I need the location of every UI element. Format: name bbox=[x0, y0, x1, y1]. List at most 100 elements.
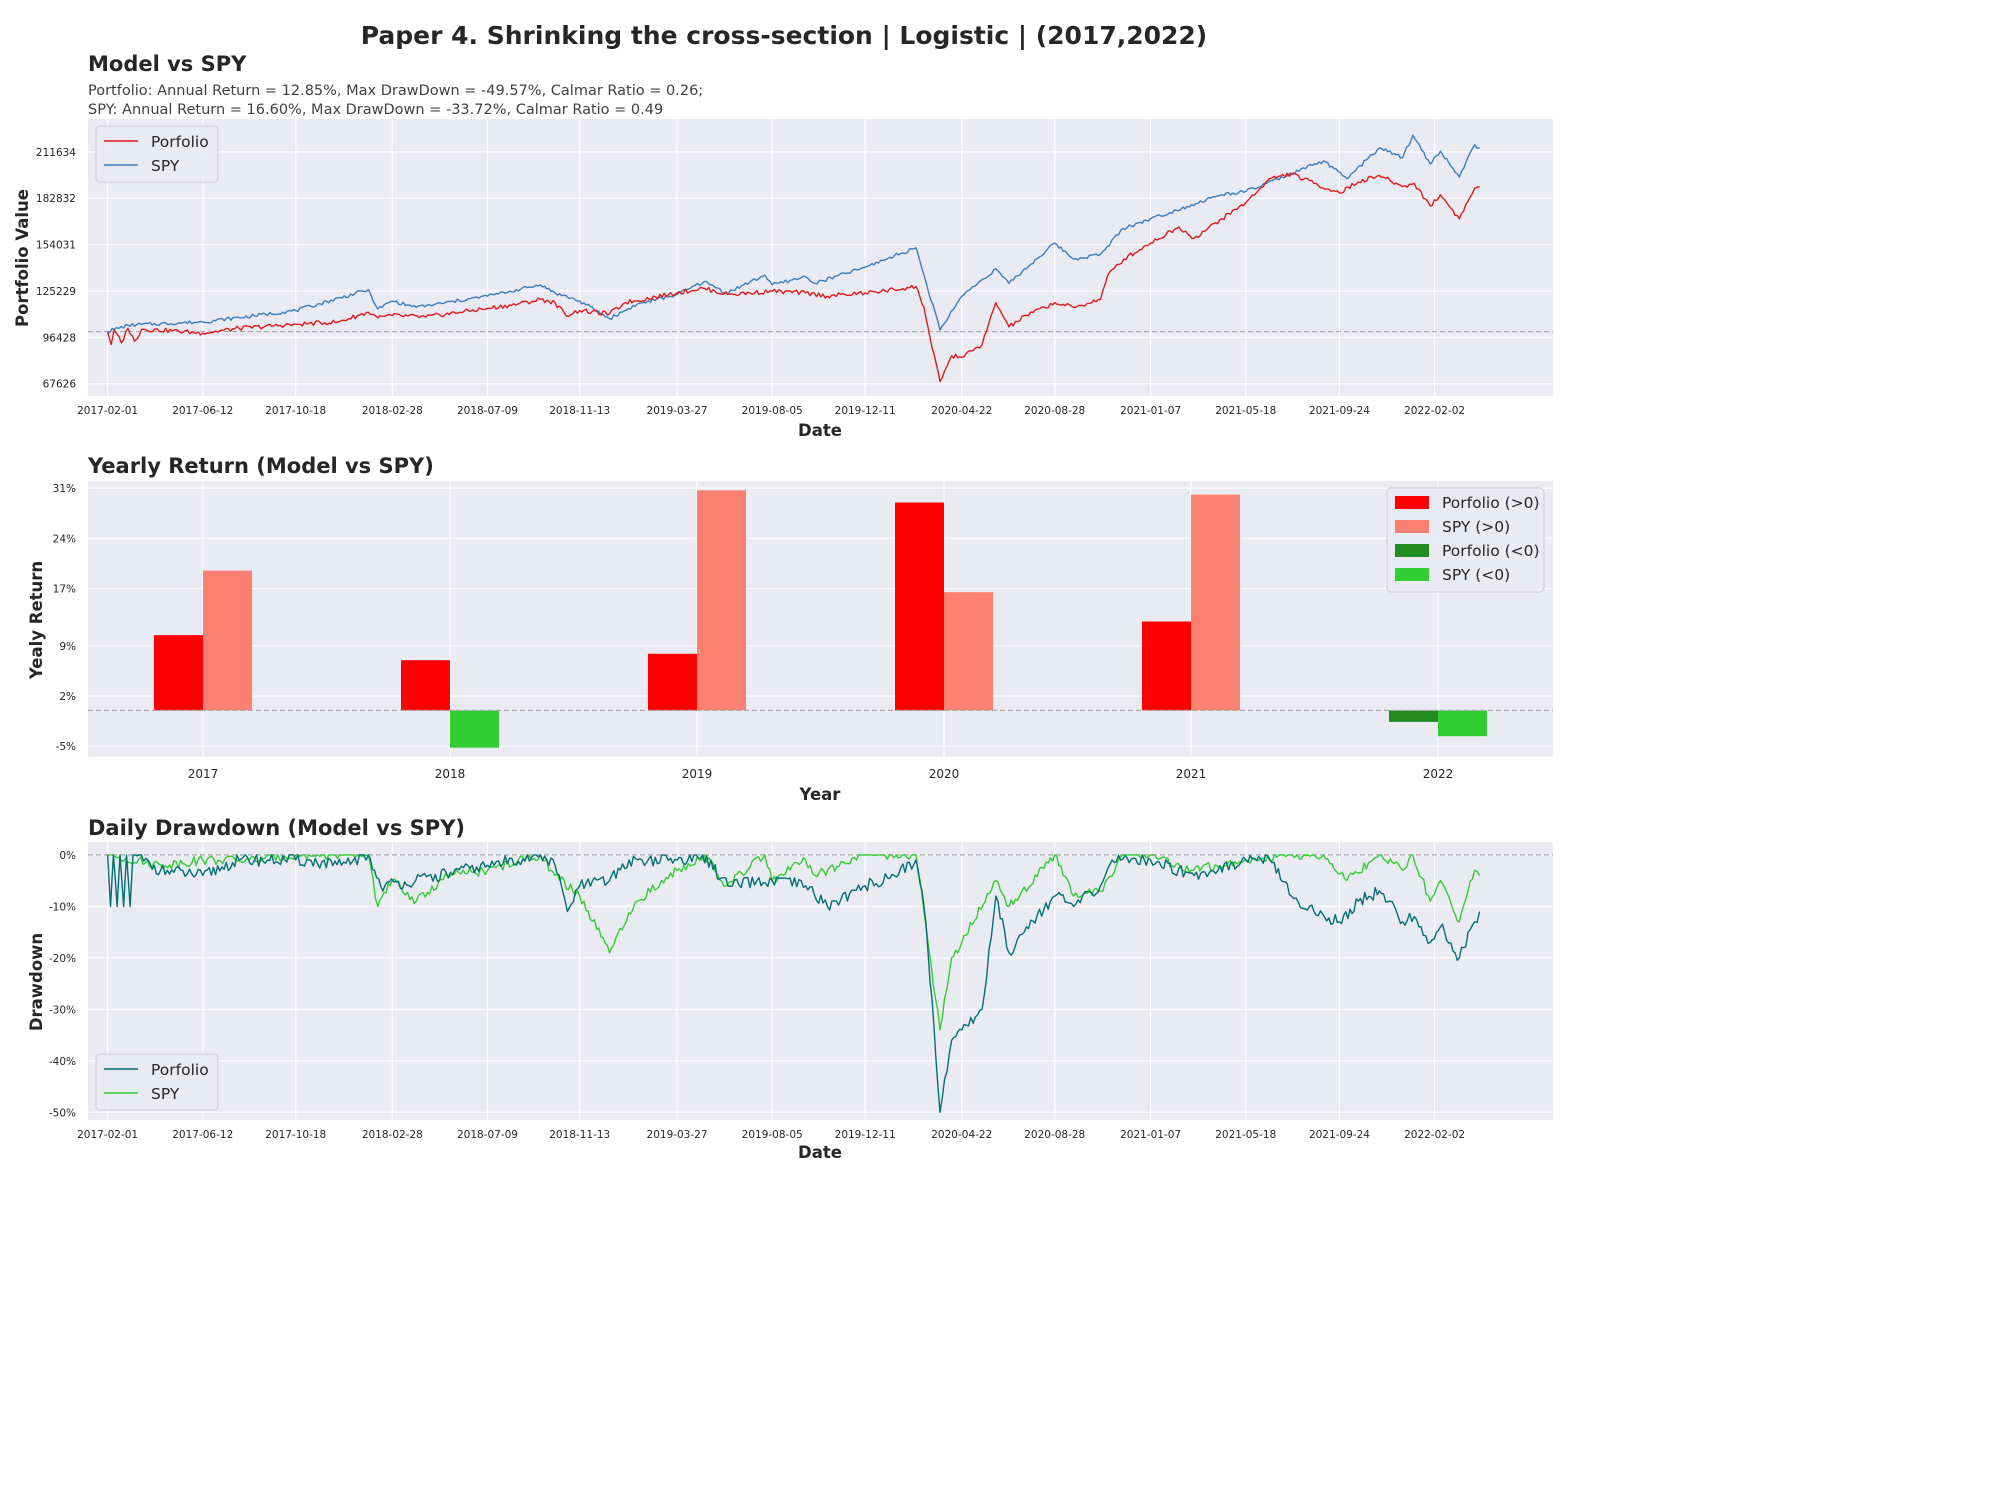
figure: Paper 4. Shrinking the cross-section | L… bbox=[13, 21, 1553, 1162]
x-tick-label: 2017-06-12 bbox=[172, 405, 233, 417]
yearly-return-plot: 2017 2018 2019 2020 2021 2022 -5% 2% 9% 17% 24% 31%… bbox=[53, 481, 1553, 781]
portfolio-bar bbox=[895, 502, 944, 711]
y-tick-label: 96428 bbox=[43, 332, 76, 344]
legend-label: Porfolio (<0) bbox=[1442, 542, 1540, 560]
plot-area bbox=[88, 481, 1553, 757]
x-tick-label: 2022 bbox=[1423, 767, 1454, 781]
x-tick-label: 2019-08-05 bbox=[742, 405, 803, 417]
x-tick-label: 2017-06-12 bbox=[172, 1129, 233, 1141]
plot-area bbox=[88, 119, 1553, 396]
y-tick-label: 2% bbox=[59, 691, 76, 703]
spy-bar bbox=[450, 710, 499, 748]
spy-bar bbox=[1438, 710, 1487, 737]
panel3-y-axis-label: Drawdown bbox=[27, 933, 46, 1031]
y-tick-label: 125229 bbox=[36, 286, 76, 298]
spy-bar bbox=[697, 490, 746, 711]
spy-bar bbox=[203, 570, 252, 711]
panel3-title: Daily Drawdown (Model vs SPY) bbox=[88, 816, 465, 840]
x-tick-label: 2020-08-28 bbox=[1024, 1129, 1085, 1141]
x-tick-label: 2022-02-02 bbox=[1404, 1129, 1465, 1141]
y-tick-label: 31% bbox=[53, 483, 76, 495]
legend-box bbox=[1386, 487, 1545, 593]
y-tick-label: 0% bbox=[59, 850, 76, 862]
y-tick-label: 17% bbox=[53, 584, 76, 596]
y-tick-label: 9% bbox=[59, 641, 76, 653]
y-tick-label: -50% bbox=[49, 1107, 76, 1119]
legend-label: SPY (<0) bbox=[1442, 566, 1510, 584]
y-tick-label: 182832 bbox=[36, 193, 76, 205]
x-tick-label: 2017-02-01 bbox=[77, 405, 138, 417]
spy-bar bbox=[1191, 494, 1240, 711]
portfolio-bar bbox=[648, 653, 697, 711]
portfolio-drawdown-line bbox=[106, 854, 1481, 1113]
panel1-subtitle-portfolio: Portfolio: Annual Return = 12.85%, Max D… bbox=[88, 83, 703, 99]
figure-canvas: Paper 4. Shrinking the cross-section | L… bbox=[13, 21, 1553, 1162]
x-tick-label: 2017-02-01 bbox=[77, 1129, 138, 1141]
x-tick-label: 2019-12-11 bbox=[835, 1129, 896, 1141]
spy-line bbox=[107, 134, 1480, 333]
x-tick-label: 2017-10-18 bbox=[265, 405, 326, 417]
x-tick-label: 2021-09-24 bbox=[1309, 405, 1370, 417]
panel2-x-axis-label: Year bbox=[799, 785, 842, 804]
x-tick-label: 2021-05-18 bbox=[1215, 1129, 1276, 1141]
x-tick-label: 2020-08-28 bbox=[1024, 405, 1085, 417]
x-tick-label: 2021-01-07 bbox=[1120, 405, 1181, 417]
legend-swatch bbox=[1395, 520, 1429, 533]
portfolio-bar bbox=[401, 660, 450, 711]
y-tick-label: -40% bbox=[49, 1056, 76, 1068]
x-tick-label: 2019-03-27 bbox=[647, 1129, 708, 1141]
legend-swatch bbox=[1395, 496, 1429, 509]
x-tick-label: 2021-09-24 bbox=[1309, 1129, 1370, 1141]
x-tick-label: 2020-04-22 bbox=[931, 1129, 992, 1141]
x-tick-label: 2019-08-05 bbox=[742, 1129, 803, 1141]
x-tick-label: 2018-11-13 bbox=[549, 1129, 610, 1141]
x-tick-label: 2022-02-02 bbox=[1404, 405, 1465, 417]
legend-label: SPY bbox=[151, 157, 180, 175]
y-tick-label: -30% bbox=[49, 1004, 76, 1016]
y-tick-label: 67626 bbox=[43, 379, 77, 391]
portfolio-line bbox=[106, 172, 1480, 383]
x-tick-label: 2021 bbox=[1176, 767, 1207, 781]
y-tick-label: 211634 bbox=[36, 147, 76, 159]
drawdown-plot: 2017-02-01 2017-06-12 2017-10-18 2018-02-28… bbox=[49, 842, 1553, 1141]
panel2-legend: Porfolio (>0) SPY (>0) Porfolio (<0) SPY (<… bbox=[1386, 487, 1545, 593]
x-tick-label: 2017 bbox=[188, 767, 219, 781]
legend-label: Porfolio (>0) bbox=[1442, 494, 1540, 512]
portfolio-value-plot: 2017-02-01 2017-06-12 2017-10-18 2018-02-28… bbox=[36, 119, 1553, 417]
x-tick-label: 2018-11-13 bbox=[549, 405, 610, 417]
legend-box bbox=[95, 125, 219, 183]
x-tick-label: 2021-01-07 bbox=[1120, 1129, 1181, 1141]
panel3-legend: Porfolio SPY bbox=[95, 1053, 219, 1111]
panel1-y-axis-label: Portfolio Value bbox=[13, 189, 32, 327]
spy-bar bbox=[944, 592, 993, 711]
x-tick-label: 2018-07-09 bbox=[457, 1129, 518, 1141]
legend-label: Porfolio bbox=[151, 133, 209, 151]
legend-box bbox=[95, 1053, 219, 1111]
panel1-title: Model vs SPY bbox=[88, 52, 247, 76]
x-tick-label: 2018 bbox=[435, 767, 466, 781]
panel1-legend: Porfolio SPY bbox=[95, 125, 219, 183]
panel1-subtitle-spy: SPY: Annual Return = 16.60%, Max DrawDow… bbox=[88, 102, 663, 118]
panel2-title: Yearly Return (Model vs SPY) bbox=[87, 454, 434, 478]
x-tick-label: 2020 bbox=[929, 767, 960, 781]
x-tick-label: 2018-07-09 bbox=[457, 405, 518, 417]
plot-area bbox=[88, 842, 1553, 1120]
portfolio-bar bbox=[1389, 710, 1438, 722]
portfolio-bar bbox=[1142, 621, 1191, 711]
legend-swatch bbox=[1395, 544, 1429, 557]
x-tick-label: 2018-02-28 bbox=[362, 405, 423, 417]
panel3-x-axis-label: Date bbox=[798, 1143, 842, 1162]
panel2-y-axis-label: Yealy Return bbox=[27, 561, 46, 680]
x-tick-label: 2021-05-18 bbox=[1215, 405, 1276, 417]
y-tick-label: 24% bbox=[53, 533, 76, 545]
legend-label: Porfolio bbox=[151, 1061, 209, 1079]
y-tick-label: -20% bbox=[49, 953, 76, 965]
y-tick-label: -5% bbox=[56, 741, 76, 753]
legend-label: SPY bbox=[151, 1085, 180, 1103]
panel1-x-axis-label: Date bbox=[798, 421, 842, 440]
portfolio-bar bbox=[154, 635, 203, 711]
x-tick-label: 2017-10-18 bbox=[265, 1129, 326, 1141]
x-tick-label: 2019 bbox=[682, 767, 713, 781]
legend-swatch bbox=[1395, 568, 1429, 581]
x-tick-label: 2018-02-28 bbox=[362, 1129, 423, 1141]
